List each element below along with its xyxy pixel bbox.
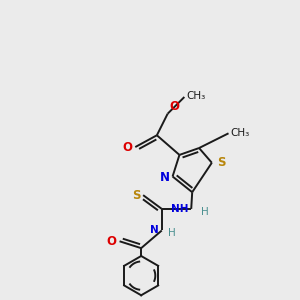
Text: O: O <box>122 141 132 154</box>
Text: N: N <box>150 226 159 236</box>
Text: H: H <box>168 228 176 239</box>
Text: S: S <box>132 189 140 202</box>
Text: CH₃: CH₃ <box>186 91 206 101</box>
Text: O: O <box>106 235 117 248</box>
Text: S: S <box>217 156 225 169</box>
Text: H: H <box>201 207 209 217</box>
Text: O: O <box>169 100 180 113</box>
Text: CH₃: CH₃ <box>230 128 250 138</box>
Text: NH: NH <box>171 204 188 214</box>
Text: N: N <box>160 171 170 184</box>
